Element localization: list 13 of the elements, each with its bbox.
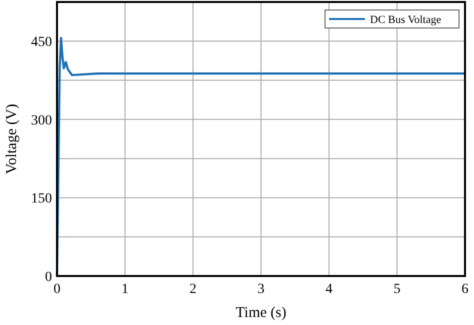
- y-tick-label: 0: [45, 270, 52, 285]
- x-tick-label: 3: [258, 282, 264, 297]
- y-tick-label: 300: [31, 113, 52, 128]
- y-tick-label: 150: [31, 192, 52, 207]
- legend-label: DC Bus Voltage: [370, 14, 442, 26]
- x-tick-label: 6: [462, 282, 468, 297]
- x-tick-label: 2: [190, 282, 196, 297]
- x-tick-label: 5: [394, 282, 400, 297]
- x-tick-label: 4: [326, 282, 332, 297]
- y-tick-label: 450: [31, 35, 52, 50]
- x-axis-title: Time (s): [236, 305, 286, 321]
- y-axis-title: Voltage (V): [4, 104, 20, 174]
- x-tick-label: 1: [122, 282, 128, 297]
